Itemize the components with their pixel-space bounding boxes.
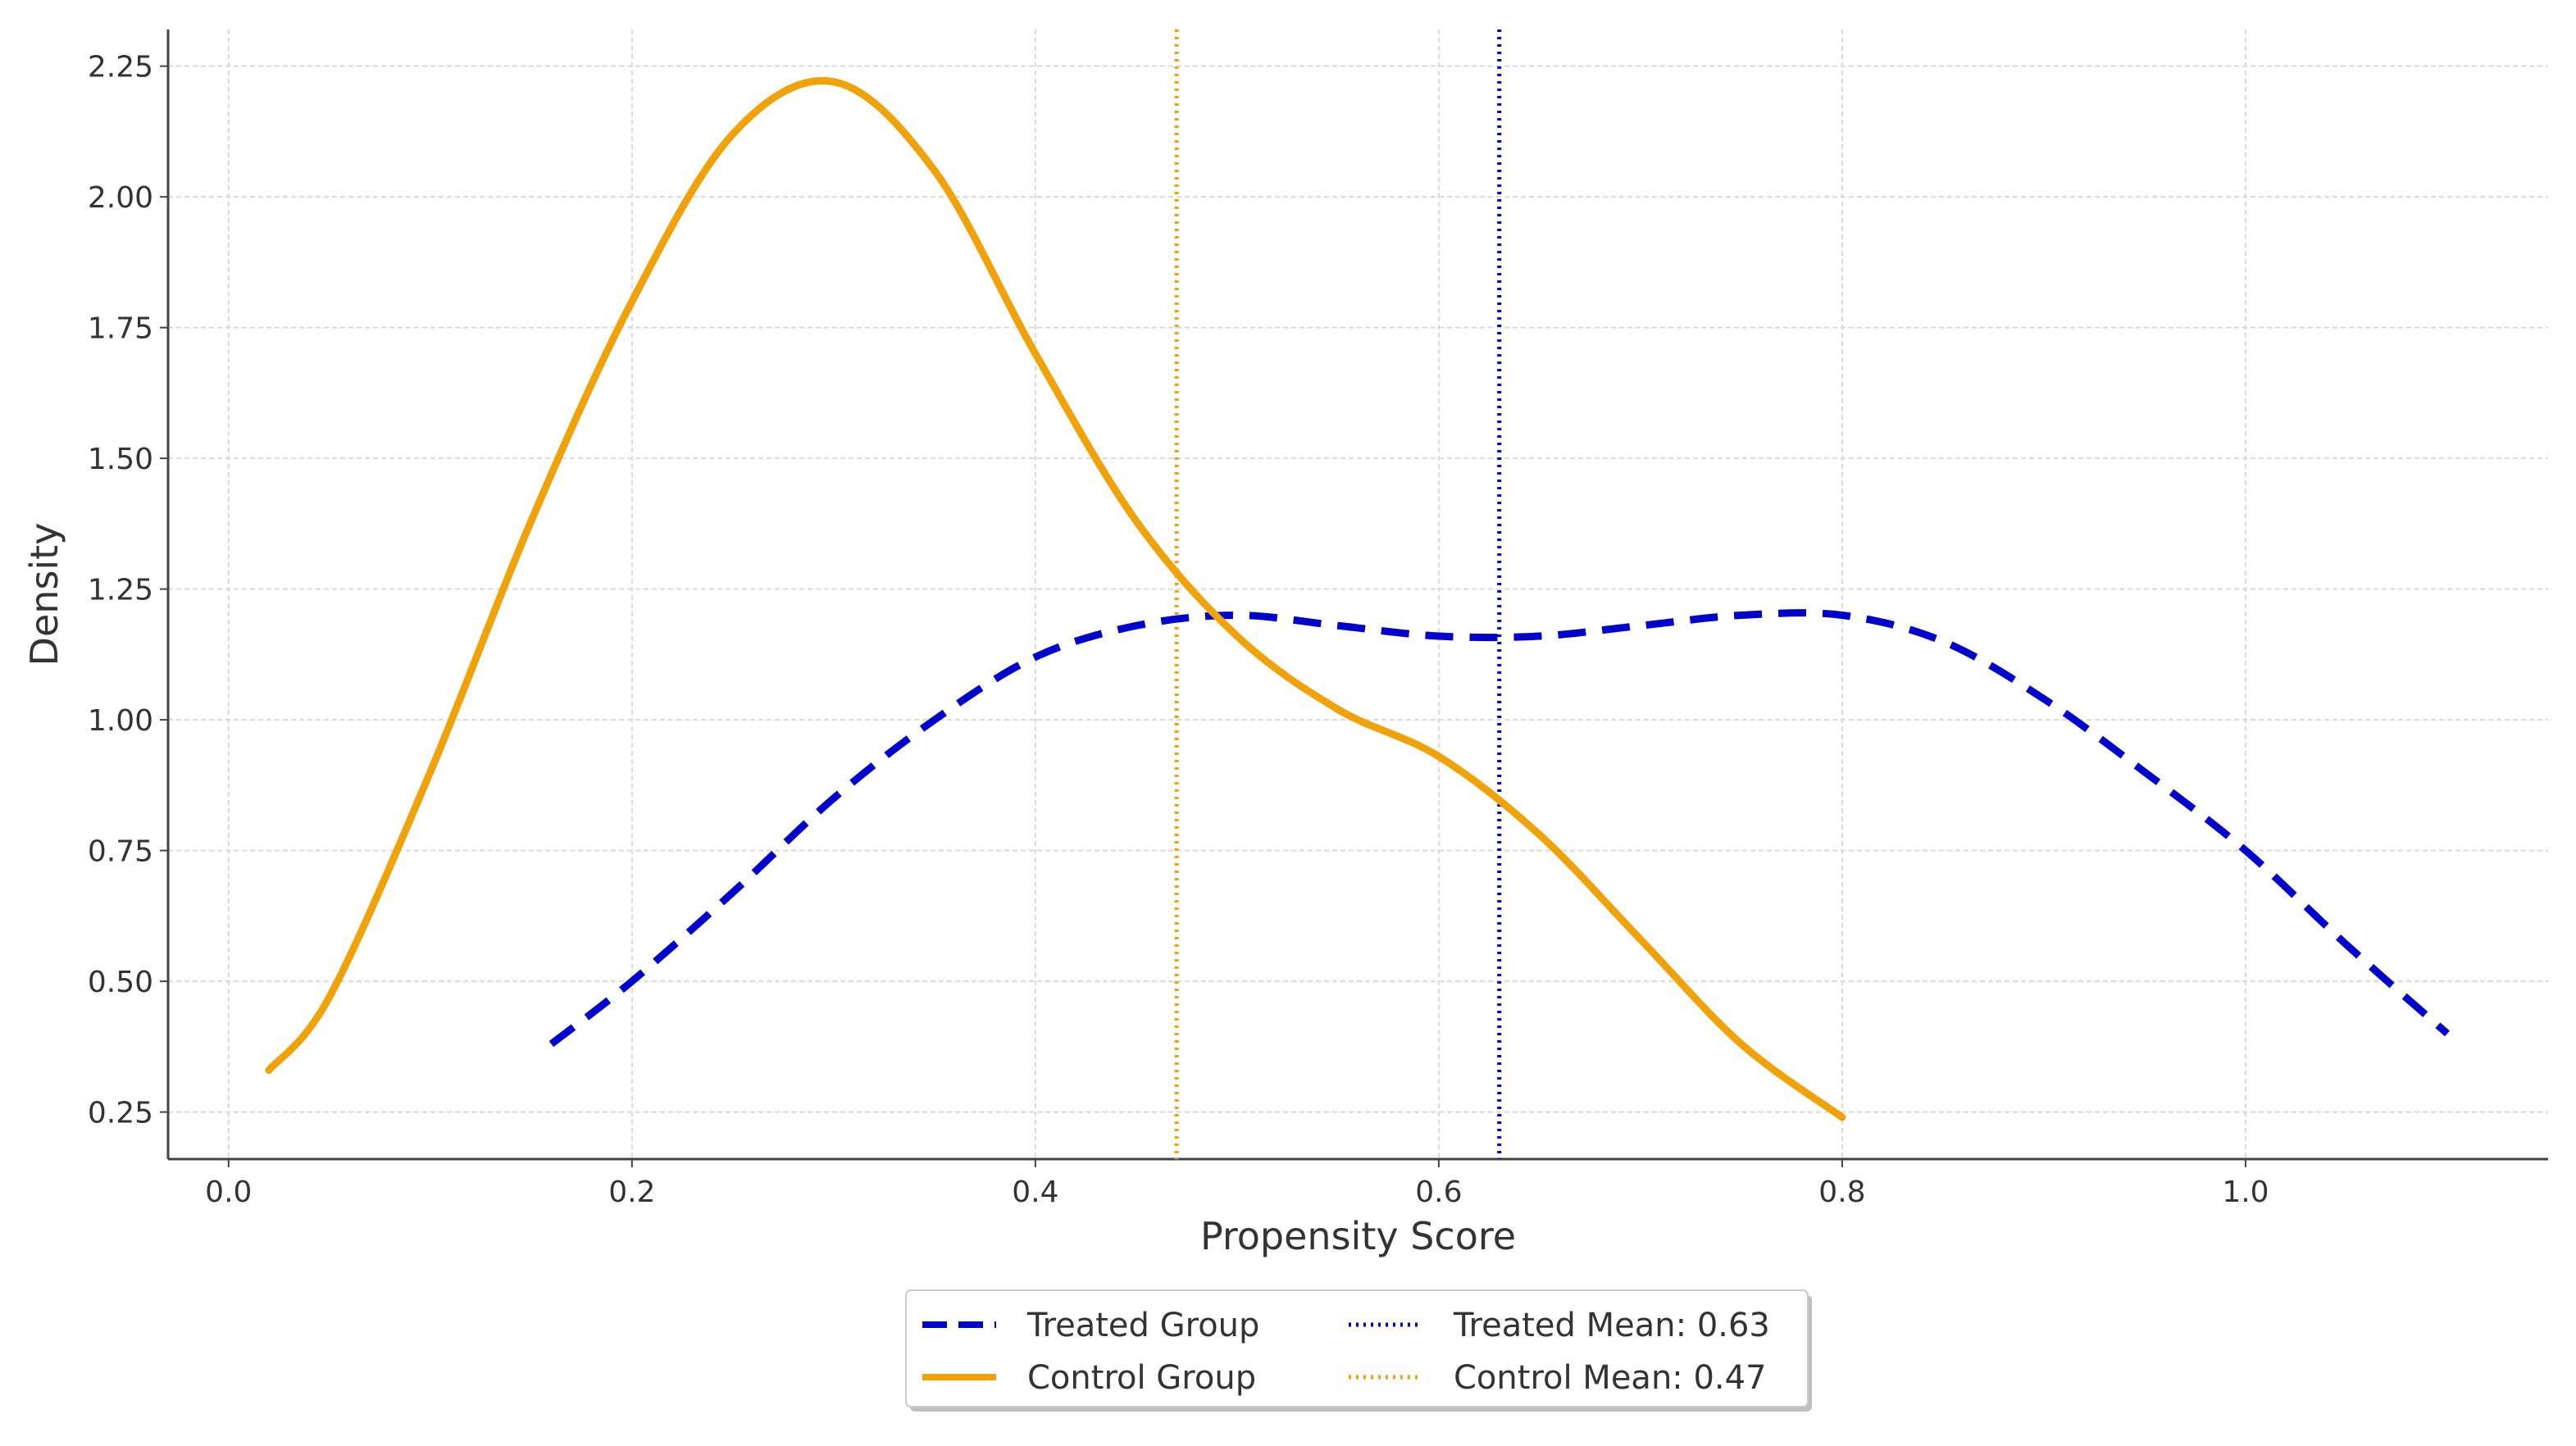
- x-tick-label: 0.0: [205, 1175, 252, 1209]
- y-tick-label: 2.25: [88, 51, 153, 84]
- legend-label: Treated Group: [1026, 1307, 1259, 1344]
- x-tick-label: 0.4: [1012, 1175, 1058, 1209]
- legend-box: [905, 1289, 1809, 1407]
- legend-label: Control Group: [1027, 1359, 1256, 1397]
- legend-label: Control Mean: 0.47: [1454, 1359, 1767, 1397]
- legend: Treated Group Treated Mean: 0.63 Control G…: [905, 1289, 1812, 1412]
- series-line: [265, 77, 1846, 1121]
- series-line: [548, 609, 2450, 1048]
- x-axis-label: Propensity Score: [1200, 1214, 1516, 1258]
- series: [265, 77, 2450, 1121]
- y-tick-label: 1.75: [88, 312, 153, 346]
- mean-lines: [1174, 30, 1502, 1159]
- grid: [168, 30, 2548, 1159]
- y-tick-label: 0.75: [88, 835, 153, 869]
- x-tick-label: 0.6: [1415, 1175, 1462, 1209]
- y-axis-label: Density: [22, 523, 66, 666]
- x-tick-label: 0.2: [608, 1175, 655, 1209]
- axes: [166, 30, 2548, 1161]
- y-tick-label: 2.00: [88, 181, 153, 215]
- legend-label: Treated Mean: 0.63: [1453, 1307, 1770, 1344]
- x-tick-label: 1.0: [2222, 1175, 2269, 1209]
- x-tick-label: 0.8: [1818, 1175, 1865, 1209]
- y-tick-label: 1.00: [88, 704, 153, 738]
- y-tick-label: 0.25: [88, 1097, 153, 1130]
- y-tick-label: 1.50: [88, 443, 153, 476]
- y-tick-label: 0.50: [88, 966, 153, 999]
- tick-labels: 0.0 0.2 0.4 0.6 0.8 1.0 0.25 0.50 0.75 1.00 1.25 1.…: [88, 51, 2269, 1209]
- y-tick-label: 1.25: [88, 574, 153, 607]
